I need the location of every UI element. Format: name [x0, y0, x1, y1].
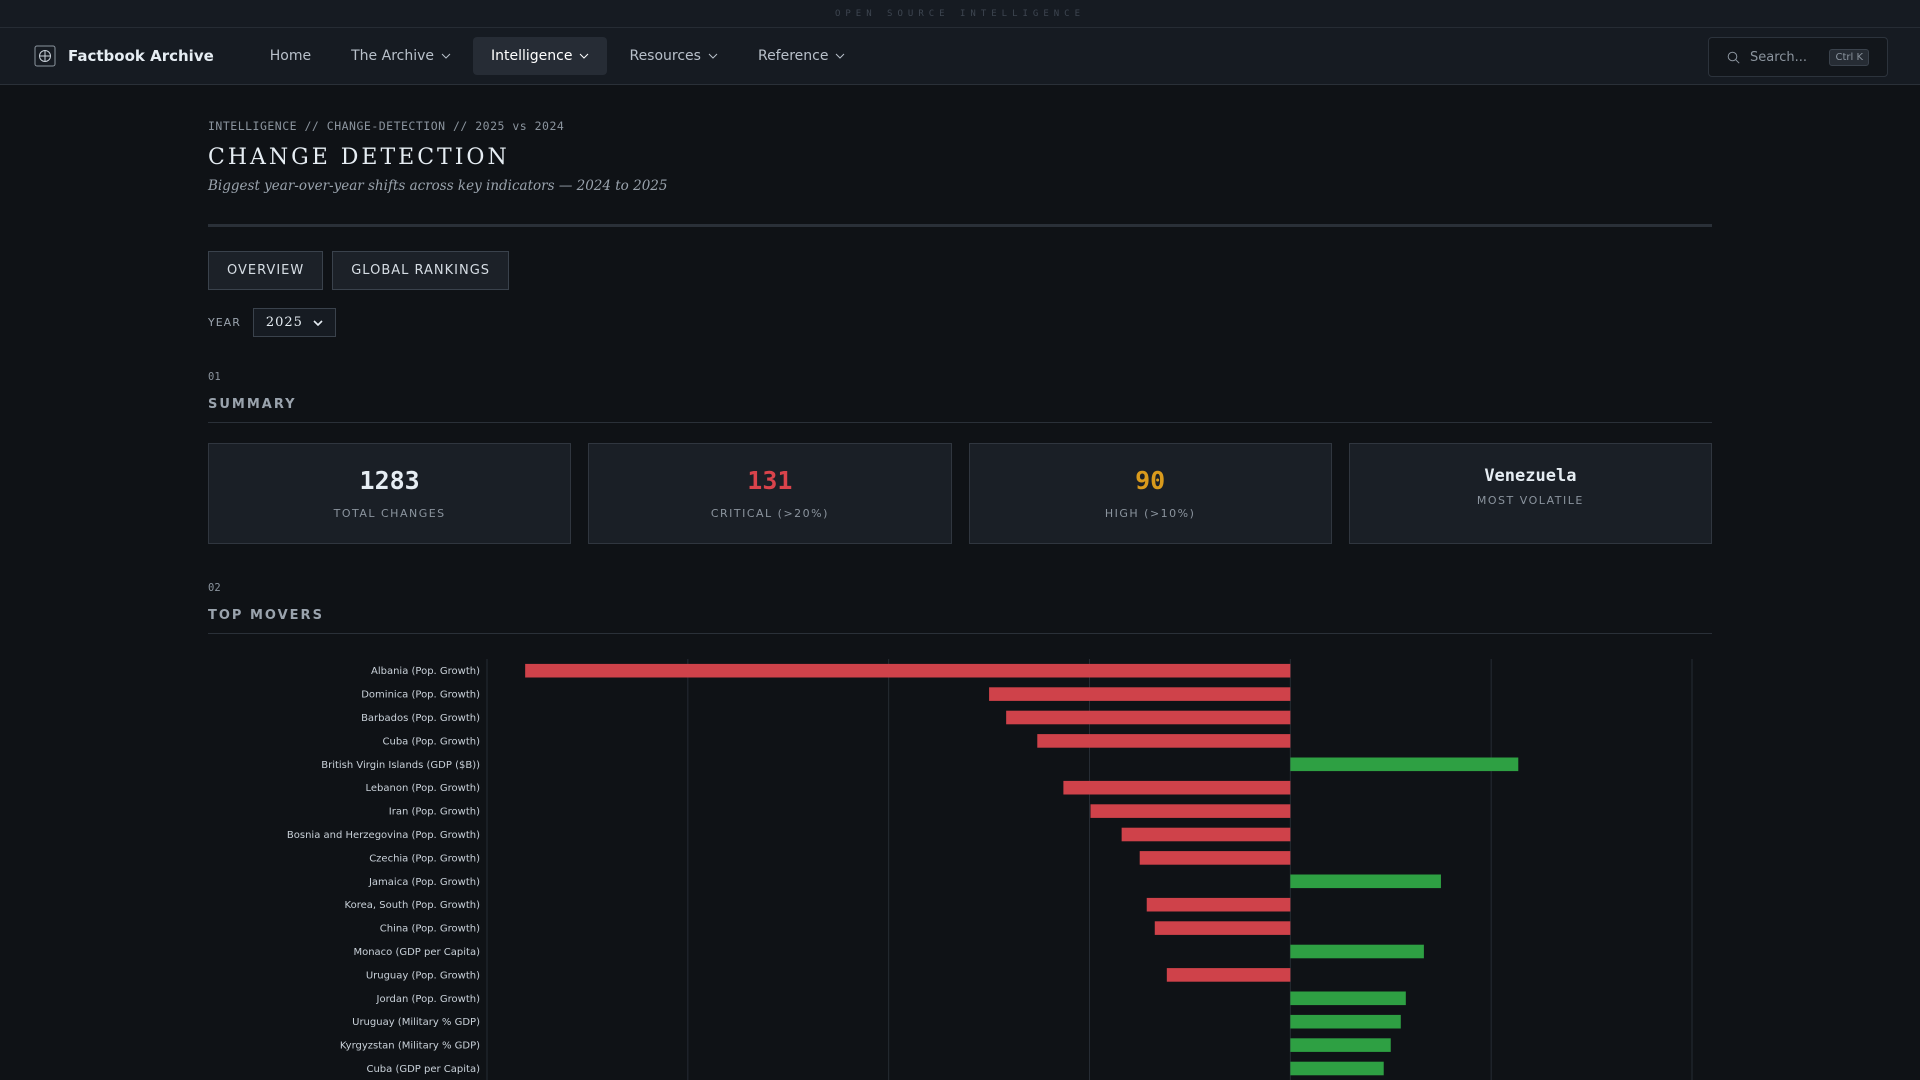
nav-label: Reference	[757, 48, 829, 64]
nav-label: Resources	[629, 48, 701, 64]
y-tick-label: Korea, South (Pop. Growth)	[345, 900, 481, 911]
y-tick-label: Albania (Pop. Growth)	[371, 666, 480, 677]
bar	[1139, 851, 1291, 865]
bar	[1290, 944, 1424, 959]
y-tick-label: Kyrgyzstan (Military % GDP)	[340, 1041, 480, 1052]
bar	[525, 663, 1291, 678]
bar	[1290, 874, 1441, 889]
card-value: 1283	[359, 466, 420, 495]
nav-item[interactable]: Home	[252, 37, 329, 75]
bar	[1290, 1061, 1384, 1076]
nav-item[interactable]: Resources	[611, 37, 736, 75]
bar	[1037, 734, 1291, 748]
tab[interactable]: OVERVIEW	[208, 251, 324, 290]
navbar: Factbook Archive Home The Archive Intell…	[0, 28, 1920, 85]
brand-name: Factbook Archive	[68, 47, 214, 65]
card-value: 131	[747, 466, 793, 495]
page-title: CHANGE DETECTION	[208, 145, 510, 170]
chevron	[441, 53, 451, 59]
y-tick-label: Jordan (Pop. Growth)	[376, 994, 481, 1005]
bar	[1290, 757, 1519, 772]
card-label: HIGH (>10%)	[1104, 507, 1196, 520]
bar	[1290, 1014, 1401, 1029]
section-number: 02	[208, 582, 221, 594]
bar	[1121, 827, 1291, 842]
bar	[1063, 780, 1291, 795]
logo	[34, 45, 56, 67]
bar	[1290, 991, 1406, 1006]
bar	[1154, 921, 1291, 935]
search[interactable]: Search... Ctrl K	[1708, 37, 1888, 77]
nav-label: Intelligence	[491, 48, 573, 64]
y-tick-label: Dominica (Pop. Growth)	[361, 690, 480, 701]
nav-label: Home	[269, 48, 312, 64]
y-tick-label: Lebanon (Pop. Growth)	[366, 783, 481, 794]
y-tick-label: Monaco (GDP per Capita)	[353, 947, 480, 958]
section-number: 01	[208, 371, 221, 383]
y-tick-label: Barbados (Pop. Growth)	[361, 713, 480, 724]
banner: OPEN SOURCE INTELLIGENCE	[0, 0, 1920, 28]
bar	[1146, 897, 1291, 912]
search-placeholder: Search...	[1750, 49, 1808, 65]
card-value: 90	[1135, 466, 1166, 495]
bar	[1006, 710, 1291, 725]
search-icon	[1727, 51, 1740, 64]
y-tick-label: Bosnia and Herzegovina (Pop. Growth)	[287, 830, 480, 841]
y-tick-label: Iran (Pop. Growth)	[389, 807, 480, 818]
card-value: Venezuela	[1484, 466, 1577, 486]
y-tick-label: Czechia (Pop. Growth)	[369, 853, 480, 864]
card-label: MOST VOLATILE	[1476, 494, 1584, 507]
year-filter: YEAR 2025	[208, 308, 1712, 337]
y-tick-label: Cuba (Pop. Growth)	[383, 736, 481, 747]
y-tick-label: Uruguay (Military % GDP)	[352, 1017, 480, 1028]
year-value: 2025	[265, 315, 303, 330]
y-tick-label: British Virgin Islands (GDP ($B))	[321, 760, 480, 771]
shortcut: Ctrl K	[1829, 48, 1869, 66]
chevron	[708, 53, 718, 59]
tabs: OVERVIEW GLOBAL RANKINGS	[208, 251, 1712, 290]
y-tick-label: Uruguay (Pop. Growth)	[366, 970, 480, 981]
nav-item[interactable]: Reference	[740, 37, 864, 75]
chevron	[836, 53, 845, 59]
y-tick-label: Jamaica (Pop. Growth)	[368, 877, 480, 888]
card: 1283 TOTAL CHANGES	[208, 443, 572, 544]
tab[interactable]: GLOBAL RANKINGS	[332, 251, 510, 290]
breadcrumb: INTELLIGENCE // CHANGE-DETECTION // 2025…	[208, 119, 565, 133]
card-label: TOTAL CHANGES	[333, 507, 446, 520]
nav-item[interactable]: Intelligence	[473, 37, 608, 75]
main: INTELLIGENCE // CHANGE-DETECTION // 2025…	[208, 85, 1712, 634]
bar	[1090, 804, 1291, 818]
section-title: TOP MOVERS	[208, 608, 1712, 634]
bar	[1290, 1038, 1391, 1052]
brand[interactable]: Factbook Archive	[34, 45, 214, 67]
card: Venezuela MOST VOLATILE	[1348, 443, 1712, 544]
y-tick-label: China (Pop. Growth)	[380, 924, 480, 935]
year-select[interactable]: 2025	[252, 308, 336, 337]
card: 131 CRITICAL (>20%)	[588, 443, 952, 544]
chevron	[580, 53, 589, 59]
bar	[989, 687, 1291, 701]
section-title: SUMMARY	[208, 397, 1712, 423]
nav-item[interactable]: The Archive	[333, 37, 469, 75]
card-label: CRITICAL (>20%)	[710, 507, 829, 520]
nav-label: The Archive	[351, 48, 434, 64]
card: 90 HIGH (>10%)	[968, 443, 1332, 544]
chevron	[313, 319, 323, 326]
summary-cards: 1283 TOTAL CHANGES 131 CRITICAL (>20%) 90 H…	[208, 443, 1712, 544]
y-tick-label: Cuba (GDP per Capita)	[366, 1064, 480, 1075]
subtitle: Biggest year-over-year shifts across key…	[208, 178, 668, 194]
bar	[1166, 968, 1291, 982]
year-label: YEAR	[208, 316, 241, 329]
divider	[208, 224, 1712, 227]
